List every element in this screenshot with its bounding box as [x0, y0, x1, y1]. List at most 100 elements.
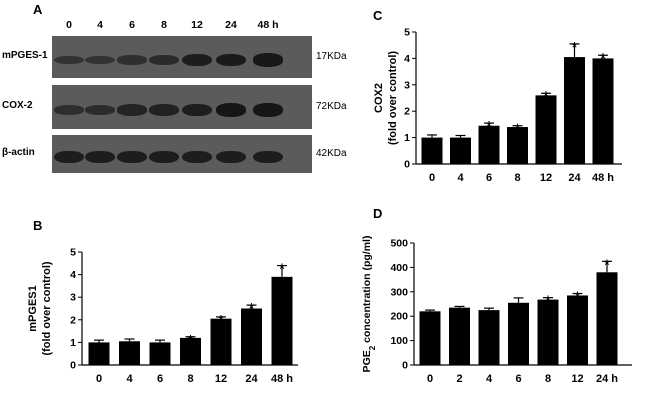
y-tick-label: 400 [390, 262, 408, 274]
bar [478, 125, 500, 164]
x-tick-label: 0 [427, 373, 433, 385]
significance-marker: * [187, 333, 193, 350]
x-tick-label: 6 [157, 373, 163, 385]
bar [241, 308, 262, 365]
x-tick-label: 48 h [271, 373, 293, 385]
significance-marker: * [600, 51, 606, 68]
y-tick-label: 1 [70, 337, 76, 349]
bar [537, 299, 559, 365]
blot-kda-label: 72KDa [316, 101, 347, 112]
x-tick-label: 12 [215, 373, 227, 385]
significance-marker: * [248, 301, 254, 318]
blot-band [216, 103, 246, 117]
bar [421, 137, 443, 164]
significance-marker: * [545, 294, 551, 311]
x-tick-label: 6 [515, 373, 521, 385]
bar [596, 272, 618, 365]
blot-band [54, 55, 84, 65]
significance-marker: * [604, 257, 610, 274]
significance-marker: * [571, 40, 577, 57]
blot-band [182, 150, 212, 164]
y-tick-label: 4 [70, 269, 76, 281]
blot-kda-label: 42KDa [316, 148, 347, 159]
y-tick-label: 4 [404, 53, 410, 65]
bar [450, 137, 471, 164]
blot-band [54, 105, 84, 115]
bar [535, 95, 557, 164]
y-tick-label: 3 [404, 79, 410, 91]
y-tick-label: 500 [390, 238, 408, 250]
blot-band [149, 104, 179, 116]
y-axis-title: COX2 [373, 83, 385, 113]
blot-lane-label: 8 [161, 19, 167, 31]
y-tick-label: 200 [390, 311, 408, 323]
bar [88, 342, 110, 365]
blot-band [253, 53, 283, 67]
blot-row-label: mPGES-1 [2, 50, 48, 61]
x-tick-label: 12 [571, 373, 583, 385]
western-blot-panel: 0 4 6 8 12 24 48 h mPGES-1 17KDa COX-2 72KDa β-acti… [0, 0, 360, 180]
y-tick-label: 2 [404, 106, 410, 118]
bar [592, 58, 614, 164]
y-tick-label: 1 [404, 132, 410, 144]
blot-band [182, 103, 212, 117]
y-axis-title: PGE2 concentration (pg/ml) [361, 236, 377, 373]
x-tick-label: 8 [187, 373, 193, 385]
bar [478, 310, 500, 365]
y-axis-title: mPGES1 [27, 285, 39, 331]
bar [180, 337, 201, 365]
y-tick-label: 5 [404, 27, 410, 39]
bar [271, 276, 293, 365]
bar [508, 302, 529, 365]
y-axis-subtitle: (fold over control) [41, 261, 53, 355]
blot-band [253, 150, 283, 164]
y-tick-label: 3 [70, 292, 76, 304]
panel-d-letter: D [373, 206, 383, 221]
blot-lane-label: 6 [129, 19, 135, 31]
blot-kda-label: 17KDa [316, 51, 347, 62]
panel-b-letter: B [33, 218, 43, 233]
x-tick-label: 24 [568, 172, 581, 184]
blot-row-label: COX-2 [2, 100, 33, 111]
bar [119, 341, 140, 365]
significance-marker: * [574, 290, 580, 307]
x-tick-label: 0 [429, 172, 435, 184]
blot-row-label: β-actin [2, 147, 35, 158]
blot-band [54, 150, 84, 164]
x-tick-label: 24 h [596, 373, 618, 385]
y-tick-label: 300 [390, 286, 408, 298]
y-tick-label: 0 [402, 360, 408, 372]
blot-band [85, 55, 115, 65]
bar [419, 311, 441, 365]
x-tick-label: 6 [486, 172, 492, 184]
bar [210, 318, 232, 365]
blot-band [216, 150, 246, 164]
blot-band [85, 150, 115, 164]
blot-band [253, 103, 283, 117]
blot-lane-label: 48 h [257, 19, 279, 31]
panel-a-letter: A [33, 2, 43, 17]
x-tick-label: 24 [245, 373, 258, 385]
significance-marker: * [514, 122, 520, 139]
blot-band [117, 55, 147, 65]
blot-lane-label: 24 [225, 19, 237, 31]
pge2-bar-chart: 0 100 200 300 400 500 PGE2 concentration (pg/m… [361, 236, 632, 385]
blot-band [117, 104, 147, 116]
bar [149, 342, 171, 365]
blot-band [117, 150, 147, 164]
blot-band [216, 53, 246, 67]
significance-marker: * [279, 262, 285, 279]
bar [507, 127, 528, 164]
blot-band [149, 55, 179, 65]
bar [449, 307, 470, 365]
significance-marker: * [486, 119, 492, 136]
blot-band [85, 105, 115, 115]
y-tick-label: 100 [390, 335, 408, 347]
x-tick-label: 48 h [592, 172, 614, 184]
significance-marker: * [218, 313, 224, 330]
blot-band [182, 53, 212, 67]
x-tick-label: 4 [126, 373, 133, 385]
y-tick-label: 2 [70, 314, 76, 326]
